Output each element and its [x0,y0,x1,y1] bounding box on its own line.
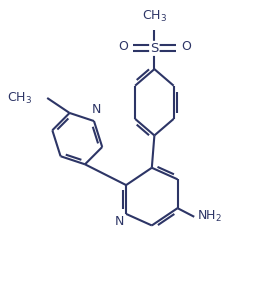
Text: N: N [92,103,101,116]
Text: NH$_2$: NH$_2$ [197,209,222,224]
Text: CH$_3$: CH$_3$ [7,91,32,106]
Text: O: O [118,40,128,53]
Text: S: S [150,42,159,55]
Text: O: O [181,40,191,53]
Text: N: N [115,216,124,228]
Text: CH$_3$: CH$_3$ [142,9,167,24]
